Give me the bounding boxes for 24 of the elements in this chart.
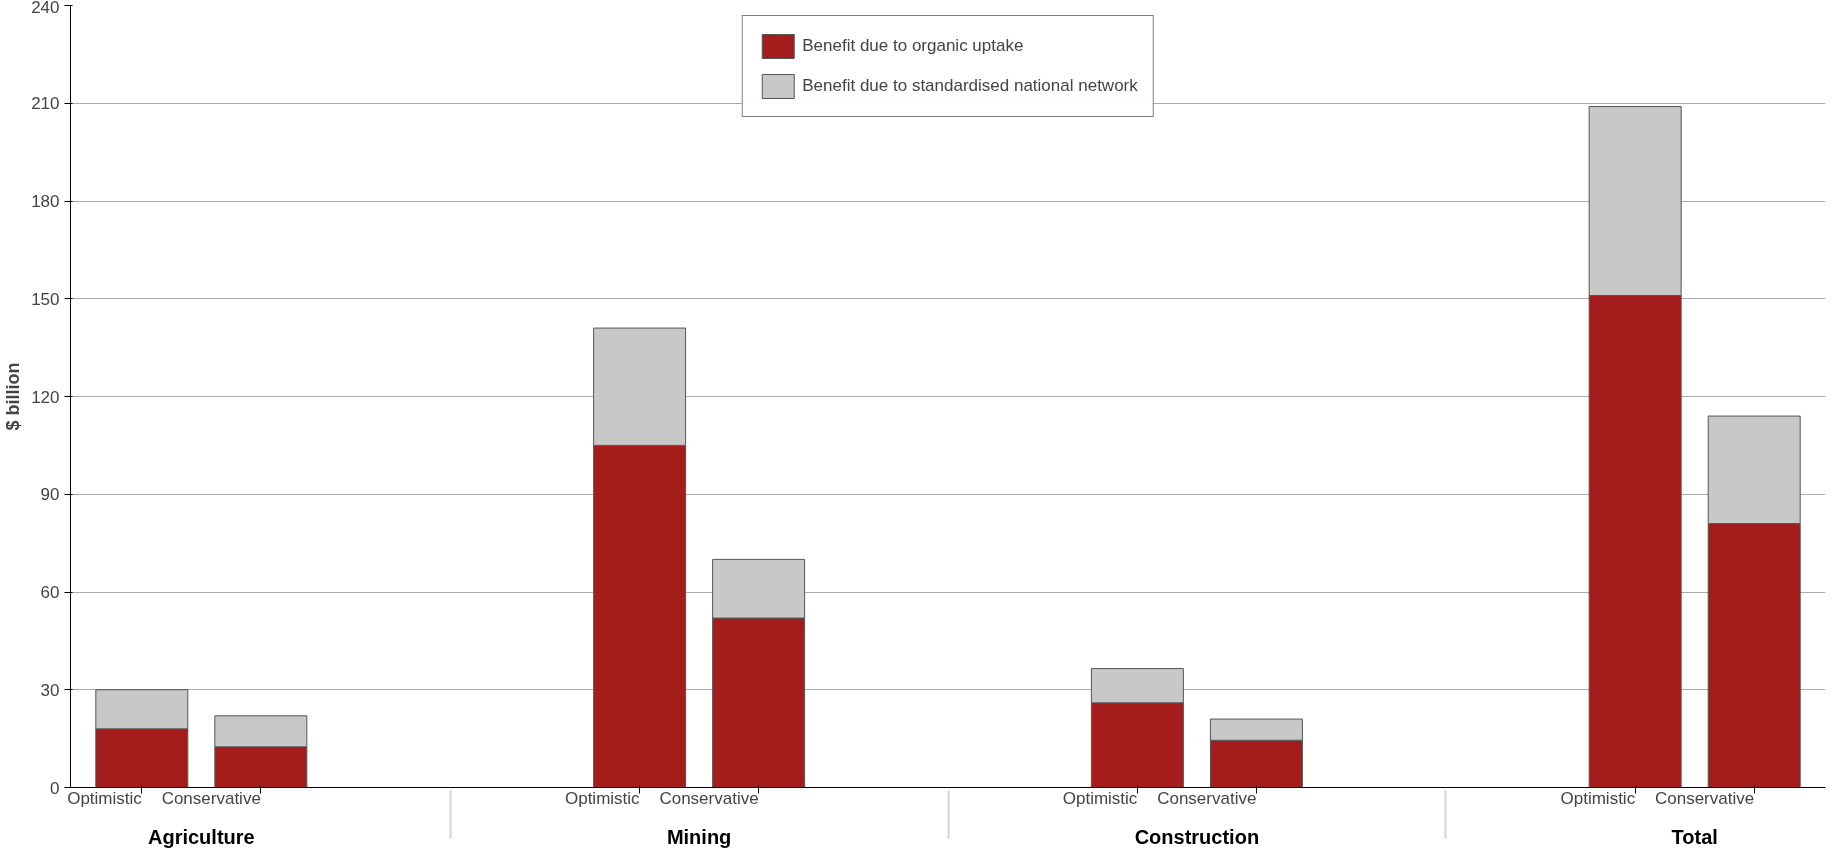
x-tick-label: Conservative [1157, 789, 1257, 808]
y-tick-label: 180 [31, 192, 60, 211]
x-tick-label: Optimistic [1560, 789, 1636, 808]
y-tick-label: 0 [50, 778, 60, 798]
text: Construction [1134, 825, 1260, 848]
text: Mining [666, 825, 732, 848]
legend-label: Benefit due to standardised national network [802, 76, 1138, 96]
text: Total [1671, 825, 1718, 848]
y-tick-label: 60 [40, 583, 60, 602]
y-tick-label: 210 [31, 94, 60, 114]
y-tick-label: 30 [40, 680, 60, 700]
x-tick-label: Conservative [659, 789, 759, 808]
x-tick-label: Optimistic [564, 789, 641, 808]
y-tick-label: 90 [40, 485, 60, 505]
text: Agriculture [147, 825, 255, 848]
x-tick-label: Optimistic [1062, 789, 1138, 808]
legend-label: Benefit due to organic uptake [802, 36, 1024, 56]
y-tick-label: 150 [31, 289, 60, 309]
x-tick-label: Conservative [1654, 789, 1755, 808]
y-tick-label: 240 [31, 0, 60, 17]
x-tick-label: Optimistic [67, 789, 143, 808]
y-tick-label: 120 [31, 387, 60, 407]
x-tick-label: Conservative [161, 789, 261, 808]
y-axis-title: $ billion [3, 362, 24, 431]
